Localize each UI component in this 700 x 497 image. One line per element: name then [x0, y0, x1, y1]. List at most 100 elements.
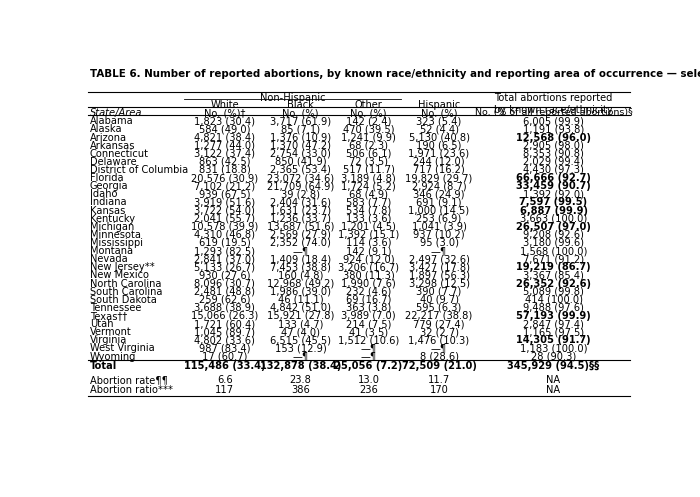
- Text: White: White: [211, 100, 239, 110]
- Text: Other: Other: [355, 100, 382, 110]
- Text: Alaska: Alaska: [90, 124, 122, 134]
- Text: 6,887 (99.9): 6,887 (99.9): [519, 206, 587, 216]
- Text: 46 (11.1): 46 (11.1): [278, 295, 323, 305]
- Text: 7,453 (38.8): 7,453 (38.8): [270, 262, 331, 272]
- Text: 1,277 (44.0): 1,277 (44.0): [195, 141, 256, 151]
- Text: 11.7: 11.7: [428, 375, 450, 385]
- Text: 939 (67.5): 939 (67.5): [199, 189, 251, 199]
- Text: 23.8: 23.8: [290, 375, 312, 385]
- Text: 534 (7.8): 534 (7.8): [346, 206, 391, 216]
- Text: 363 (3.8): 363 (3.8): [346, 303, 391, 313]
- Text: Arizona: Arizona: [90, 133, 127, 143]
- Text: 13,687 (51.6): 13,687 (51.6): [267, 222, 335, 232]
- Text: 2,847 (97.4): 2,847 (97.4): [523, 319, 584, 329]
- Text: 1,971 (23.6): 1,971 (23.6): [409, 149, 470, 159]
- Text: 987 (83.4): 987 (83.4): [199, 343, 251, 353]
- Text: 14,305 (91.7): 14,305 (91.7): [516, 335, 591, 345]
- Text: 15,921 (27.8): 15,921 (27.8): [267, 311, 335, 321]
- Text: 2,352 (74.0): 2,352 (74.0): [270, 238, 331, 248]
- Text: 33,459 (90.7): 33,459 (90.7): [516, 181, 591, 191]
- Text: 937 (10.2): 937 (10.2): [413, 230, 465, 240]
- Text: District of Columbia: District of Columbia: [90, 165, 188, 175]
- Text: 52 (4.4): 52 (4.4): [419, 124, 459, 134]
- Text: 85 (7.1): 85 (7.1): [281, 124, 321, 134]
- Text: 69 (16.7): 69 (16.7): [346, 295, 391, 305]
- Text: 1,376 (10.9): 1,376 (10.9): [270, 133, 331, 143]
- Text: 115,486 (33.4): 115,486 (33.4): [184, 361, 265, 371]
- Text: 386: 386: [291, 385, 310, 395]
- Text: Abortion ratio***: Abortion ratio***: [90, 385, 173, 395]
- Text: 19,829 (29.7): 19,829 (29.7): [405, 173, 472, 183]
- Text: 133 (3.6): 133 (3.6): [346, 214, 391, 224]
- Text: 132,878 (38.4): 132,878 (38.4): [260, 361, 342, 371]
- Text: Abortion rate¶¶: Abortion rate¶¶: [90, 375, 168, 385]
- Text: 114 (3.6): 114 (3.6): [346, 238, 391, 248]
- Text: 4,842 (51.0): 4,842 (51.0): [270, 303, 331, 313]
- Text: 2,924 (8.7): 2,924 (8.7): [412, 181, 466, 191]
- Text: 6,515 (45.5): 6,515 (45.5): [270, 335, 331, 345]
- Text: 15,066 (26.3): 15,066 (26.3): [191, 311, 258, 321]
- Text: Mississippi: Mississippi: [90, 238, 143, 248]
- Text: 12,968 (49.2): 12,968 (49.2): [267, 278, 335, 289]
- Text: 1,370 (47.2): 1,370 (47.2): [270, 141, 331, 151]
- Text: 1,045 (89.7): 1,045 (89.7): [195, 327, 256, 337]
- Text: —¶: —¶: [431, 343, 447, 353]
- Text: 3,189 (4.8): 3,189 (4.8): [341, 173, 396, 183]
- Text: 583 (7.7): 583 (7.7): [346, 197, 391, 207]
- Text: 190 (6.5): 190 (6.5): [416, 141, 462, 151]
- Text: 831 (18.8): 831 (18.8): [199, 165, 251, 175]
- Text: 2,569 (27.9): 2,569 (27.9): [270, 230, 331, 240]
- Text: 345,929 (94.5)§§: 345,929 (94.5)§§: [508, 361, 600, 371]
- Text: 25,056 (7.2): 25,056 (7.2): [335, 361, 402, 371]
- Text: 4,802 (33.6): 4,802 (33.6): [195, 335, 256, 345]
- Text: 232 (4.6): 232 (4.6): [346, 287, 391, 297]
- Text: 72,509 (21.0): 72,509 (21.0): [402, 361, 477, 371]
- Text: 214 (7.5): 214 (7.5): [346, 319, 391, 329]
- Text: 619 (19.5): 619 (19.5): [199, 238, 251, 248]
- Text: Florida: Florida: [90, 173, 123, 183]
- Text: 10,578 (39.9): 10,578 (39.9): [191, 222, 258, 232]
- Text: 12,568 (96.0): 12,568 (96.0): [516, 133, 591, 143]
- Text: 236: 236: [359, 385, 378, 395]
- Text: 26,352 (92.6): 26,352 (92.6): [516, 278, 591, 289]
- Text: 68 (4.9): 68 (4.9): [349, 189, 388, 199]
- Text: 3,427 (17.8): 3,427 (17.8): [409, 262, 470, 272]
- Text: —¶: —¶: [431, 246, 447, 256]
- Text: 1,165 (97.5): 1,165 (97.5): [523, 327, 584, 337]
- Text: 1,724 (5.2): 1,724 (5.2): [341, 181, 396, 191]
- Text: 2,497 (32.6): 2,497 (32.6): [409, 254, 470, 264]
- Text: 1,409 (18.4): 1,409 (18.4): [270, 254, 331, 264]
- Text: 863 (42.5): 863 (42.5): [199, 157, 251, 167]
- Text: 6,005 (99.9): 6,005 (99.9): [523, 116, 584, 126]
- Text: 57,193 (99.9): 57,193 (99.9): [516, 311, 591, 321]
- Text: 23,072 (34.6): 23,072 (34.6): [267, 173, 335, 183]
- Text: 2,481 (48.8): 2,481 (48.8): [195, 287, 256, 297]
- Text: 346 (24.9): 346 (24.9): [413, 189, 465, 199]
- Text: 1,392 (15.1): 1,392 (15.1): [338, 230, 399, 240]
- Text: 41 (3.5): 41 (3.5): [349, 327, 388, 337]
- Text: Total abortions reported
by known race/ethnicity: Total abortions reported by known race/e…: [494, 92, 613, 114]
- Text: 1,183 (100.0): 1,183 (100.0): [520, 343, 587, 353]
- Text: Delaware: Delaware: [90, 157, 136, 167]
- Text: Kansas: Kansas: [90, 206, 125, 216]
- Text: 1,568 (100.0): 1,568 (100.0): [520, 246, 587, 256]
- Text: Nevada: Nevada: [90, 254, 127, 264]
- Text: 1,392 (92.0): 1,392 (92.0): [523, 189, 584, 199]
- Text: No. (%): No. (%): [350, 108, 387, 118]
- Text: 26,507 (97.0): 26,507 (97.0): [516, 222, 591, 232]
- Text: Alabama: Alabama: [90, 116, 134, 126]
- Text: 1,631 (23.7): 1,631 (23.7): [270, 206, 331, 216]
- Text: Tennessee: Tennessee: [90, 303, 141, 313]
- Text: 20,576 (30.9): 20,576 (30.9): [191, 173, 258, 183]
- Text: TABLE 6. Number of reported abortions, by known race/ethnicity and reporting are: TABLE 6. Number of reported abortions, b…: [90, 69, 700, 79]
- Text: 13.0: 13.0: [358, 375, 379, 385]
- Text: NA: NA: [547, 375, 561, 385]
- Text: 21,709 (64.9): 21,709 (64.9): [267, 181, 335, 191]
- Text: 2,041 (55.7): 2,041 (55.7): [195, 214, 256, 224]
- Text: 506 (6.1): 506 (6.1): [346, 149, 391, 159]
- Text: 1,512 (10.6): 1,512 (10.6): [338, 335, 399, 345]
- Text: 930 (27.6): 930 (27.6): [199, 270, 251, 280]
- Text: 584 (49.0): 584 (49.0): [199, 124, 251, 134]
- Text: 470 (39.5): 470 (39.5): [343, 124, 394, 134]
- Text: 1,986 (39.0): 1,986 (39.0): [270, 287, 331, 297]
